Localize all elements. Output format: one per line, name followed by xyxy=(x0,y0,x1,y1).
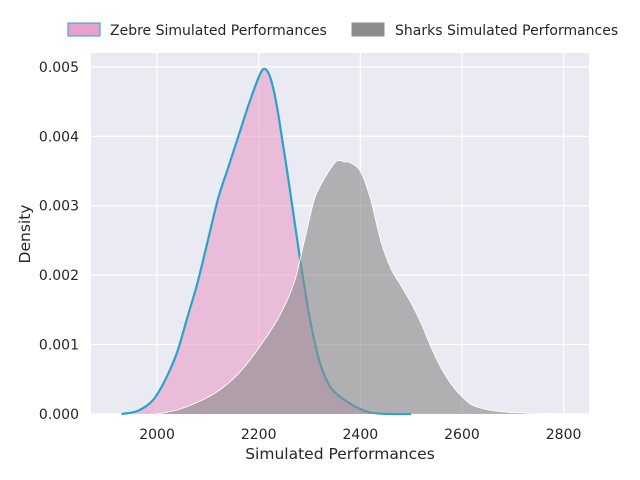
legend-label-sharks: Sharks Simulated Performances xyxy=(395,23,618,39)
y-axis-ticks: 0.000 0.001 0.002 0.003 0.004 0.005 xyxy=(39,60,79,423)
x-tick-label: 2800 xyxy=(546,427,582,443)
y-tick-label: 0.000 xyxy=(39,407,79,423)
x-tick-label: 2600 xyxy=(444,427,480,443)
y-tick-label: 0.005 xyxy=(39,60,79,76)
x-tick-label: 2200 xyxy=(241,427,277,443)
x-axis-label: Simulated Performances xyxy=(245,445,435,463)
y-tick-label: 0.004 xyxy=(39,129,79,145)
y-tick-label: 0.002 xyxy=(39,268,79,284)
legend: Zebre Simulated Performances Sharks Simu… xyxy=(67,22,618,39)
x-tick-label: 2000 xyxy=(139,427,175,443)
x-tick-label: 2400 xyxy=(343,427,379,443)
y-axis-label: Density xyxy=(16,205,34,264)
legend-swatch-sharks xyxy=(351,22,385,37)
x-axis-ticks: 2000 2200 2400 2600 2800 xyxy=(139,427,581,443)
series-layer xyxy=(121,67,564,416)
legend-label-zebre: Zebre Simulated Performances xyxy=(110,23,327,39)
legend-swatch-zebre xyxy=(67,22,101,37)
y-tick-label: 0.003 xyxy=(39,199,79,215)
sharks-density-area xyxy=(157,160,564,414)
y-tick-label: 0.001 xyxy=(39,338,79,354)
sharks-density-line xyxy=(156,160,564,415)
zebre-density-area xyxy=(121,68,412,415)
